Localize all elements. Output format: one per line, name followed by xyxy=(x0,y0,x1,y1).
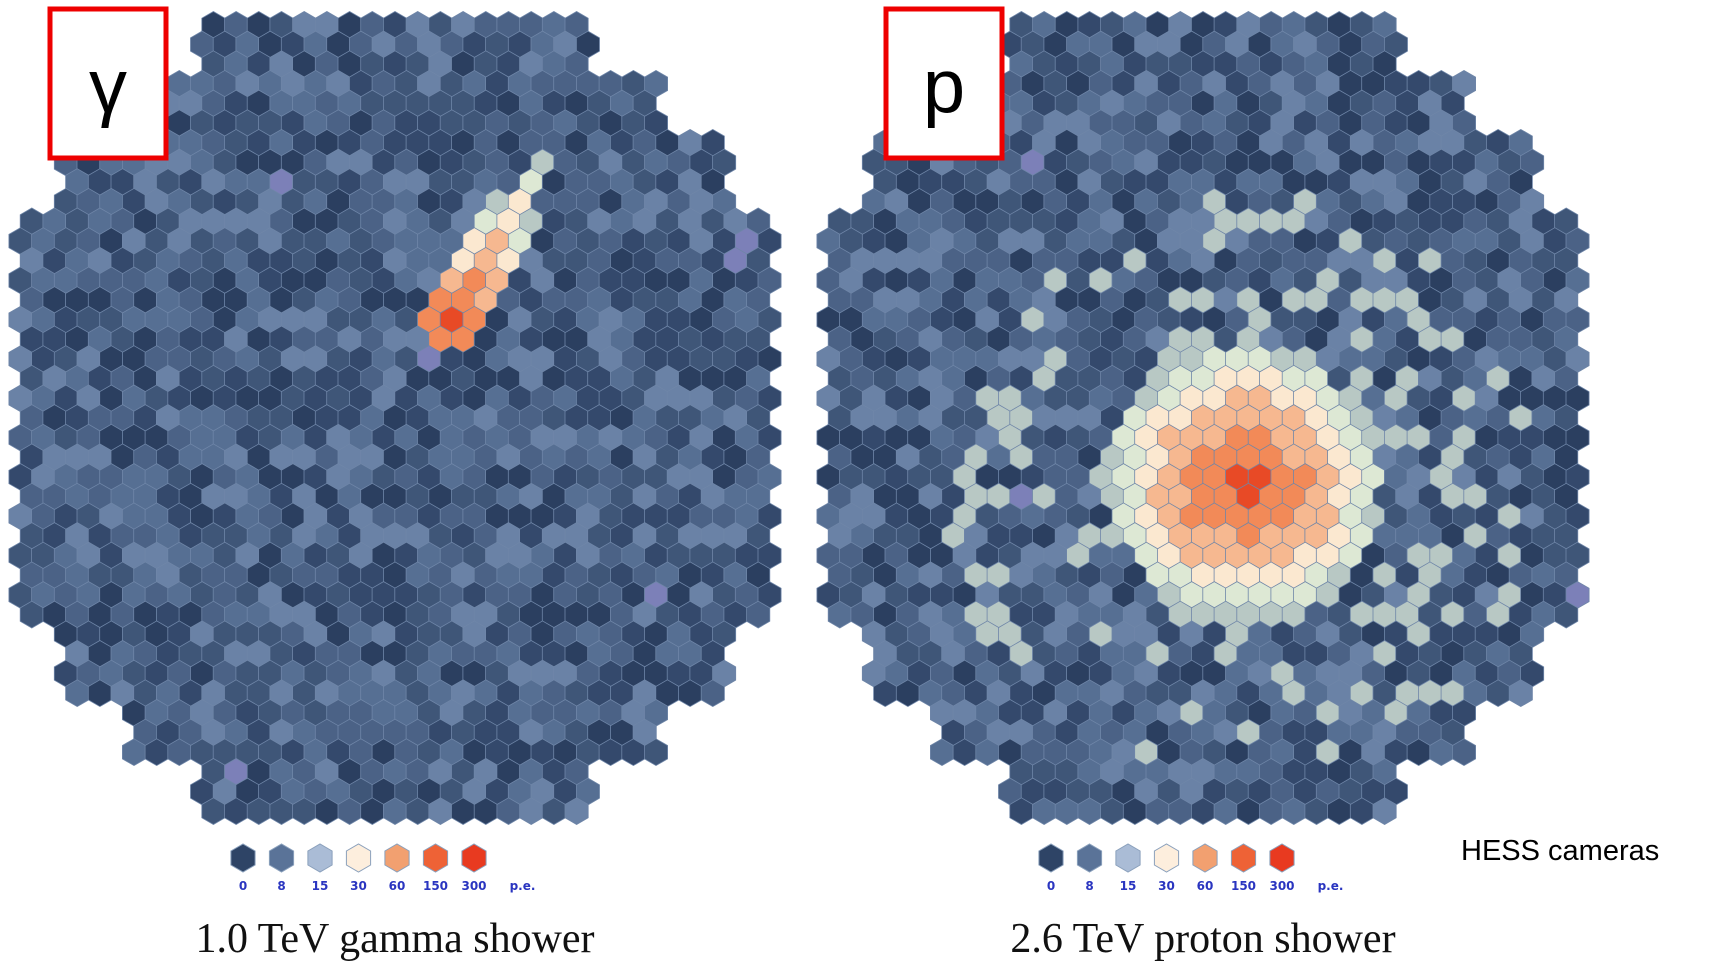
legend-swatch xyxy=(269,844,293,872)
legend-swatch xyxy=(1116,844,1140,872)
legend-swatch xyxy=(231,844,255,872)
legend-label: 60 xyxy=(389,879,406,893)
legend-swatch xyxy=(1193,844,1217,872)
legend-swatch xyxy=(1231,844,1255,872)
legend-label: 60 xyxy=(1197,879,1214,893)
legend-label: 300 xyxy=(1269,879,1294,893)
legend-swatch xyxy=(308,844,332,872)
legend-label: 0 xyxy=(1047,879,1055,893)
figure: γ p HESS cameras 1.0 TeV gamma shower 2.… xyxy=(0,0,1727,965)
legend-label: 0 xyxy=(239,879,247,893)
legend-label: p.e. xyxy=(1318,879,1344,893)
legend-swatch xyxy=(423,844,447,872)
legend-label: 15 xyxy=(1120,879,1137,893)
legend-label: p.e. xyxy=(510,879,536,893)
legend-label: 8 xyxy=(1085,879,1093,893)
legend-swatch xyxy=(385,844,409,872)
legend-swatch xyxy=(1270,844,1294,872)
legend-label: 150 xyxy=(423,879,448,893)
note: HESS cameras xyxy=(1461,835,1659,867)
caption: 1.0 TeV gamma shower xyxy=(195,916,594,962)
panel-label: p xyxy=(923,44,965,129)
legend-swatch xyxy=(462,844,486,872)
legend-swatch xyxy=(1039,844,1063,872)
legend-label: 15 xyxy=(312,879,329,893)
legend-label: 30 xyxy=(350,879,367,893)
legend-swatch xyxy=(346,844,370,872)
legend-label: 8 xyxy=(277,879,285,893)
legend-label: 150 xyxy=(1231,879,1256,893)
legend-label: 30 xyxy=(1158,879,1175,893)
legend-label: 300 xyxy=(461,879,486,893)
legend-swatch xyxy=(1077,844,1101,872)
legend-swatch xyxy=(1154,844,1178,872)
caption: 2.6 TeV proton shower xyxy=(1010,916,1395,962)
panel-label: γ xyxy=(89,44,127,129)
